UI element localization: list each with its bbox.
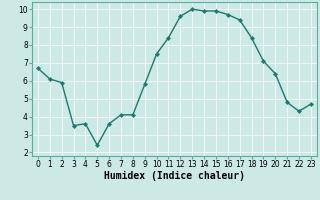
X-axis label: Humidex (Indice chaleur): Humidex (Indice chaleur): [104, 171, 245, 181]
